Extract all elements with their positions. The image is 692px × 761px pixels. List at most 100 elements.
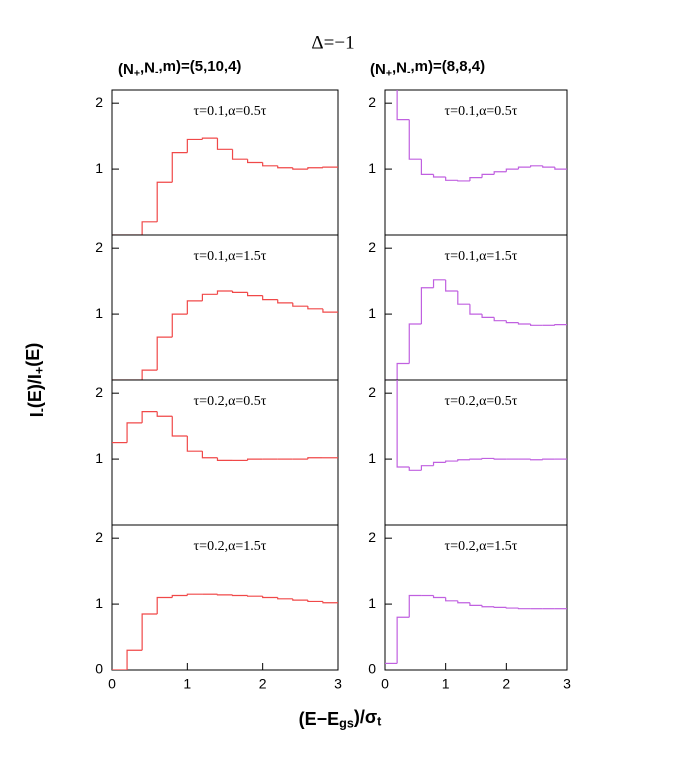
histogram-step — [322, 308, 338, 313]
annotation: τ=0.1,α=0.5τ — [445, 104, 518, 119]
histogram — [385, 594, 567, 665]
annotation: τ=0.1,α=1.5τ — [194, 249, 267, 264]
histogram-step — [186, 138, 203, 153]
histogram-step — [505, 607, 519, 609]
histogram-step — [186, 593, 203, 596]
histogram-step — [432, 595, 446, 599]
histogram-step — [432, 174, 446, 178]
histogram-step — [292, 302, 308, 307]
column-title-part: (N — [118, 61, 134, 78]
y-tick-label: 2 — [368, 384, 376, 400]
annotation: τ=0.1,α=0.5τ — [194, 104, 267, 119]
histogram-step — [445, 597, 458, 602]
histogram-step — [216, 138, 233, 150]
histogram — [112, 411, 338, 462]
histogram-step — [186, 436, 203, 452]
annotation: τ=0.2,α=0.5τ — [445, 394, 518, 409]
y-tick-label: 2 — [368, 94, 376, 110]
histogram-step — [481, 173, 495, 178]
y-tick-label: 2 — [95, 239, 103, 255]
y-axis-label-part: (E) — [23, 343, 43, 367]
histogram-step — [408, 467, 422, 471]
histogram-step — [231, 594, 248, 597]
histogram — [112, 137, 338, 235]
histogram-step — [469, 177, 483, 181]
histogram-step — [554, 324, 567, 326]
x-tick-label: 1 — [183, 676, 191, 692]
y-tick-label: 1 — [95, 305, 103, 321]
histogram-step — [542, 165, 555, 168]
histogram-step — [457, 459, 470, 462]
histogram-step — [307, 457, 323, 460]
histogram-step — [156, 596, 173, 614]
histogram-step — [247, 292, 263, 297]
histogram-step — [141, 411, 158, 423]
histogram-step — [530, 459, 543, 461]
column-title-part: ,N — [140, 59, 155, 76]
histogram-step — [141, 613, 158, 651]
histogram — [112, 593, 338, 670]
y-axis-label-part: (E)/I — [25, 374, 45, 408]
histogram-step — [554, 167, 567, 170]
x-axis-label-part: gs — [339, 717, 354, 731]
histogram-step — [445, 279, 458, 292]
histogram-step — [277, 165, 293, 169]
x-tick-label: 3 — [334, 676, 342, 692]
x-axis-label-part: t — [377, 715, 382, 729]
histogram-step — [216, 594, 233, 596]
column-title-part: ,m)=(5,10,4) — [158, 58, 241, 75]
y-tick-label: 2 — [368, 239, 376, 255]
histogram-step — [156, 181, 173, 222]
x-tick-label: 0 — [108, 676, 116, 692]
histogram-step — [396, 362, 410, 380]
histogram-step — [247, 159, 263, 164]
column-title-part: (N — [370, 61, 386, 78]
histogram-step — [420, 159, 434, 175]
histogram-step — [201, 451, 218, 459]
column-title-part: + — [386, 67, 392, 79]
y-tick-label: 1 — [368, 160, 376, 176]
y-tick-label: 2 — [95, 529, 103, 545]
histogram-step — [171, 313, 188, 338]
histogram-step — [469, 458, 483, 460]
histogram-step — [201, 293, 218, 301]
y-tick-label: 0 — [95, 661, 103, 677]
histogram-step — [481, 314, 495, 318]
histogram-step — [322, 166, 338, 168]
histogram-step — [396, 90, 410, 121]
x-axis-label: (E−Egs)/σt — [299, 707, 383, 731]
histogram-step — [277, 299, 293, 304]
y-axis-label: I-(E)/I+(E) — [23, 343, 49, 418]
histogram-step — [542, 458, 555, 460]
histogram-step — [517, 166, 531, 170]
x-tick-label: 2 — [502, 676, 510, 692]
column-title-part: ,m)=(8,8,4) — [410, 58, 485, 75]
histogram-step — [141, 369, 158, 380]
histogram-step — [262, 162, 278, 167]
histogram-step — [530, 165, 543, 168]
y-tick-label: 1 — [368, 595, 376, 611]
y-tick-label: 0 — [368, 661, 376, 677]
column-title-part: + — [134, 67, 140, 79]
histogram-step — [420, 465, 434, 471]
histogram-step — [408, 594, 422, 618]
x-axis-label-part: )/σ — [354, 707, 377, 727]
histogram-step — [493, 606, 507, 608]
histogram-step — [171, 594, 188, 598]
histogram-step — [156, 336, 173, 371]
figure-title: Δ=−1 — [311, 32, 354, 53]
annotation: τ=0.1,α=1.5τ — [445, 249, 518, 264]
histogram-step — [457, 291, 470, 305]
column-title: (N+,N-,m)=(5,10,4) — [118, 58, 241, 80]
histogram-step — [481, 605, 495, 608]
histogram-step — [517, 322, 531, 325]
histogram-step — [126, 422, 143, 443]
histogram-step — [186, 300, 203, 315]
y-tick-label: 2 — [95, 94, 103, 110]
histogram-step — [432, 279, 446, 288]
histogram — [396, 90, 567, 182]
annotation: τ=0.2,α=1.5τ — [445, 539, 518, 554]
histogram-step — [469, 602, 483, 607]
histogram-step — [396, 380, 410, 468]
